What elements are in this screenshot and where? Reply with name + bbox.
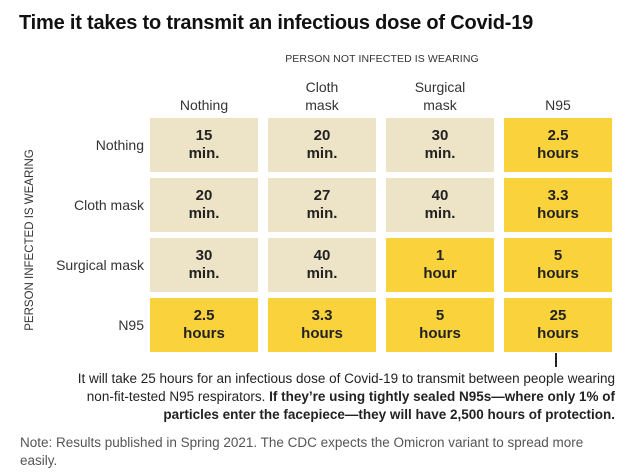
row-header-3: N95 xyxy=(118,317,144,333)
cell-r2-c0: 30 min. xyxy=(150,238,258,292)
cell-value: 40 xyxy=(431,187,449,204)
cell-r3-c2: 5 hours xyxy=(386,298,494,352)
cell-unit: hours xyxy=(183,325,225,342)
cell-value: 2.5 xyxy=(193,307,215,324)
row-header-2: Surgical mask xyxy=(56,257,144,273)
row-header-0: Nothing xyxy=(95,137,144,153)
cell-r3-c1: 3.3 hours xyxy=(268,298,376,352)
cell-unit: hours xyxy=(537,205,579,222)
cell-r3-c3: 25 hours xyxy=(504,298,612,352)
cell-unit: min. xyxy=(306,265,338,282)
cell-r2-c2: 1 hour xyxy=(386,238,494,292)
annotation-text: It will take 25 hours for an infectious … xyxy=(60,370,615,424)
cell-value: 30 xyxy=(431,127,449,144)
cell-r0-c2: 30 min. xyxy=(386,118,494,172)
cell-unit: min. xyxy=(306,145,338,162)
cell-value: 1 xyxy=(435,247,445,264)
cell-unit: min. xyxy=(424,145,456,162)
column-header-line: Surgical xyxy=(414,79,466,95)
cell-value: 25 xyxy=(549,307,567,324)
cell-value: 3.3 xyxy=(311,307,333,324)
cell-r3-c0: 2.5 hours xyxy=(150,298,258,352)
column-group-label: PERSON NOT INFECTED IS WEARING xyxy=(285,53,479,65)
cell-unit: hour xyxy=(423,265,457,282)
cell-unit: hours xyxy=(537,325,579,342)
annotation-bold: If they’re using tightly sealed N95s—whe… xyxy=(163,389,615,422)
cell-unit: min. xyxy=(188,205,220,222)
cell-r0-c0: 15 min. xyxy=(150,118,258,172)
column-header-1: Cloth mask xyxy=(268,78,376,114)
cell-value: 20 xyxy=(313,127,331,144)
cell-value: 40 xyxy=(313,247,331,264)
cell-value: 5 xyxy=(553,247,563,264)
cell-r1-c2: 40 min. xyxy=(386,178,494,232)
cell-unit: hours xyxy=(301,325,343,342)
chart-title: Time it takes to transmit an infectious … xyxy=(19,12,534,34)
row-header-1: Cloth mask xyxy=(73,197,144,213)
cell-unit: min. xyxy=(188,145,220,162)
row-group-label-wrapper: PERSON INFECTED IS WEARING xyxy=(10,149,50,331)
cell-value: 30 xyxy=(195,247,213,264)
column-header-3: N95 xyxy=(504,96,612,114)
cell-unit: hours xyxy=(419,325,461,342)
cell-r1-c0: 20 min. xyxy=(150,178,258,232)
column-header-line: Cloth xyxy=(305,79,339,95)
cell-value: 3.3 xyxy=(547,187,569,204)
cell-value: 15 xyxy=(195,127,213,144)
column-header-line: mask xyxy=(423,97,457,113)
cell-r2-c3: 5 hours xyxy=(504,238,612,292)
column-header-line: N95 xyxy=(545,97,571,113)
cell-value: 27 xyxy=(313,187,331,204)
cell-value: 20 xyxy=(195,187,213,204)
cell-r0-c3: 2.5 hours xyxy=(504,118,612,172)
column-header-line: Nothing xyxy=(179,97,229,113)
cell-r0-c1: 20 min. xyxy=(268,118,376,172)
cell-unit: min. xyxy=(306,205,338,222)
column-header-2: Surgical mask xyxy=(386,78,494,114)
cell-value: 5 xyxy=(435,307,445,324)
cell-unit: min. xyxy=(424,205,456,222)
cell-unit: hours xyxy=(537,145,579,162)
cell-r1-c1: 27 min. xyxy=(268,178,376,232)
cell-unit: hours xyxy=(537,265,579,282)
column-header-0: Nothing xyxy=(150,96,258,114)
annotation-connector xyxy=(555,353,557,367)
cell-value: 2.5 xyxy=(547,127,569,144)
cell-r1-c3: 3.3 hours xyxy=(504,178,612,232)
annotation-normal: It will take 25 hours for an infectious … xyxy=(77,371,615,404)
cell-unit: min. xyxy=(188,265,220,282)
footnote: Note: Results published in Spring 2021. … xyxy=(20,435,584,468)
row-group-label: PERSON INFECTED IS WEARING xyxy=(24,149,36,331)
cell-r2-c1: 40 min. xyxy=(268,238,376,292)
column-header-line: mask xyxy=(305,97,339,113)
